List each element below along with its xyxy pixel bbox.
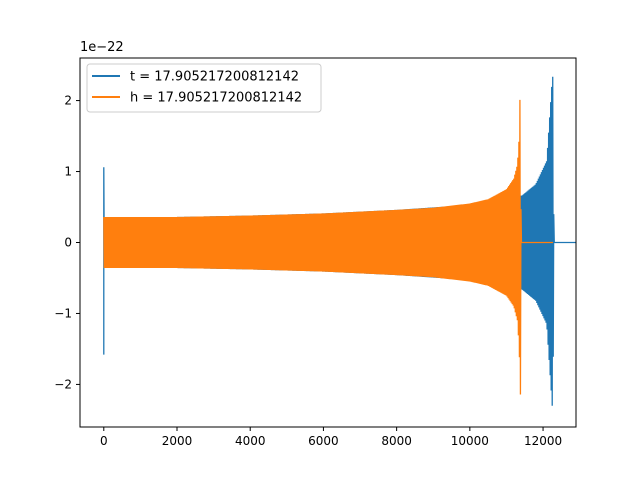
x-tick-label: 6000 (308, 434, 339, 448)
x-tick-label: 0 (100, 434, 108, 448)
y-tick-label: 2 (64, 94, 72, 108)
legend-entry-label: h = 17.905217200812142 (130, 91, 302, 106)
x-tick-label: 12000 (524, 434, 562, 448)
legend-entry-label: t = 17.905217200812142 (130, 70, 299, 85)
x-tick-label: 8000 (381, 434, 412, 448)
x-tick-label: 10000 (451, 434, 489, 448)
y-tick-label: −1 (54, 306, 72, 320)
series-line-h (104, 100, 553, 395)
legend: t = 17.905217200812142 h = 17.90521720081… (87, 64, 321, 112)
x-tick-label: 4000 (235, 434, 266, 448)
x-tick-label: 2000 (162, 434, 193, 448)
y-tick-label: −2 (54, 377, 72, 391)
y-axis-offset-label: 1e−22 (80, 40, 124, 55)
y-tick-label: 1 (64, 165, 72, 179)
y-tick-label: 0 (64, 236, 72, 250)
series-layer (104, 77, 576, 406)
